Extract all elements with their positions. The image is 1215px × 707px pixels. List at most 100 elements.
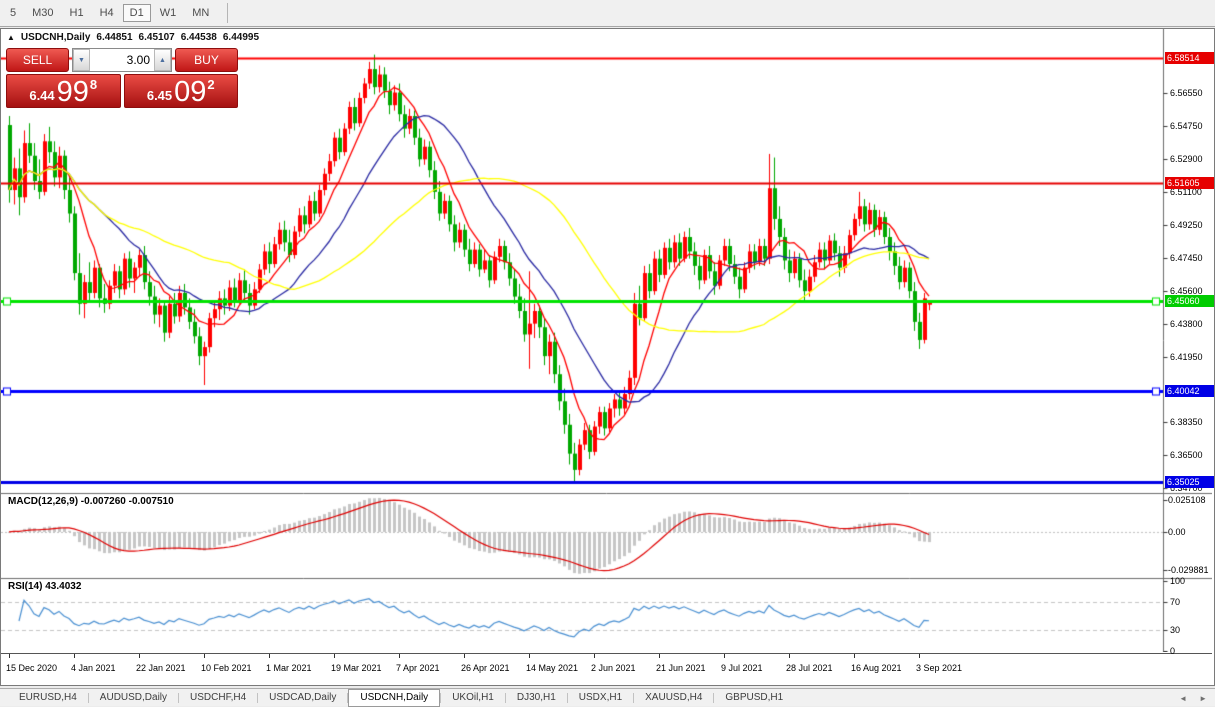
tab-separator bbox=[713, 692, 715, 703]
timeframe-button-w1[interactable]: W1 bbox=[159, 7, 177, 19]
date-label: 7 Apr 2021 bbox=[396, 663, 440, 673]
tab-scroll-right-icon[interactable]: ► bbox=[1199, 694, 1207, 703]
buy-price-sup: 2 bbox=[207, 77, 215, 92]
sell-price-sup: 8 bbox=[89, 77, 98, 92]
price-line-badge: 6.45060 bbox=[1165, 294, 1214, 307]
price-line-badge: 6.35025 bbox=[1165, 476, 1214, 489]
volume-decrease-button[interactable]: ▼ bbox=[73, 49, 90, 71]
buy-button[interactable]: BUY bbox=[175, 48, 238, 72]
date-label: 2 Jun 2021 bbox=[591, 663, 636, 673]
tab-scroll-arrows: ◄ ► bbox=[1179, 694, 1207, 703]
time-axis[interactable]: 15 Dec 2020 4 Jan 2021 22 Jan 2021 10 Feb 2… bbox=[1, 653, 1212, 684]
price-line-badge: 6.40042 bbox=[1165, 385, 1214, 398]
macd-indicator-label: MACD(12,26,9) -0.007260 -0.007510 bbox=[8, 496, 174, 507]
tab-separator bbox=[504, 692, 506, 703]
symbol-period-label: USDCNH,Daily bbox=[20, 32, 91, 43]
date-label: 16 Aug 2021 bbox=[851, 663, 902, 673]
time-tick bbox=[74, 654, 75, 658]
date-label: 10 Feb 2021 bbox=[201, 663, 252, 673]
price-line-badge: 6.51605 bbox=[1165, 176, 1214, 189]
price-tick-label: 6.52900 bbox=[1170, 154, 1203, 165]
close-value: 6.44995 bbox=[222, 32, 260, 43]
volume-control: ▼ ▲ bbox=[72, 48, 172, 72]
price-tick-label: 6.36500 bbox=[1170, 450, 1203, 461]
sell-price-big: 99 bbox=[56, 76, 89, 108]
macd-scale-label: 0.00 bbox=[1168, 526, 1186, 537]
timeframe-button-h1[interactable]: H1 bbox=[69, 7, 84, 19]
chart-tab-usdcad[interactable]: USDCAD,Daily bbox=[269, 691, 337, 703]
time-tick bbox=[529, 654, 530, 658]
volume-increase-button[interactable]: ▲ bbox=[154, 49, 171, 71]
high-value: 6.45107 bbox=[138, 32, 175, 43]
tab-separator bbox=[87, 692, 89, 703]
rsi-scale-label: 30 bbox=[1170, 625, 1181, 635]
chart-tab-usdx[interactable]: USDX,H1 bbox=[578, 691, 623, 703]
tab-separator bbox=[566, 692, 568, 703]
chart-tab-usdcnh[interactable]: USDCNH,Daily bbox=[348, 688, 441, 707]
chart-window: ▲ USDCNH,Daily 6.44851 6.45107 6.44538 6… bbox=[0, 28, 1215, 686]
time-tick bbox=[399, 654, 400, 658]
price-tick-label: 6.54750 bbox=[1170, 120, 1203, 131]
date-label: 9 Jul 2021 bbox=[721, 663, 763, 673]
low-value: 6.44538 bbox=[180, 32, 217, 43]
price-tick-label: 6.41950 bbox=[1170, 352, 1203, 363]
price-tick-label: 6.45600 bbox=[1170, 286, 1203, 297]
time-tick bbox=[139, 654, 140, 658]
date-label: 22 Jan 2021 bbox=[136, 663, 186, 673]
timeframe-button-5[interactable]: 5 bbox=[10, 7, 17, 19]
time-tick bbox=[854, 654, 855, 658]
tab-separator bbox=[440, 692, 442, 703]
date-label: 19 Mar 2021 bbox=[331, 663, 382, 673]
tab-scroll-left-icon[interactable]: ◄ bbox=[1179, 694, 1188, 703]
buy-price-display[interactable]: 6.45 09 2 bbox=[123, 74, 238, 108]
tab-separator bbox=[178, 692, 180, 703]
date-label: 28 Jul 2021 bbox=[786, 663, 833, 673]
chart-tab-eurusd[interactable]: EURUSD,H4 bbox=[19, 691, 77, 703]
date-label: 15 Dec 2020 bbox=[6, 663, 58, 673]
date-label: 21 Jun 2021 bbox=[656, 663, 706, 673]
timeframe-button-h4[interactable]: H4 bbox=[99, 7, 114, 19]
time-tick bbox=[919, 654, 920, 658]
time-tick bbox=[269, 654, 270, 658]
price-tick-label: 6.38350 bbox=[1170, 417, 1203, 428]
time-tick bbox=[334, 654, 335, 658]
rsi-scale-label: 100 bbox=[1170, 576, 1186, 586]
time-tick bbox=[464, 654, 465, 658]
chart-tab-bar: EURUSD,H4 AUDUSD,Daily USDCHF,H4 USDCAD,Dai… bbox=[0, 688, 1215, 707]
open-value: 6.44851 bbox=[96, 32, 133, 43]
time-tick bbox=[9, 654, 10, 658]
price-tick-label: 6.51100 bbox=[1170, 186, 1202, 197]
time-tick bbox=[204, 654, 205, 658]
price-tick-label: 6.47450 bbox=[1170, 252, 1203, 263]
chart-tab-ukoil[interactable]: UKOil,H1 bbox=[452, 691, 494, 703]
timeframe-button-d1[interactable]: D1 bbox=[122, 4, 151, 22]
macd-scale-label: 0.025108 bbox=[1168, 495, 1206, 505]
date-label: 26 Apr 2021 bbox=[461, 663, 510, 673]
price-tick-label: 6.49250 bbox=[1170, 220, 1203, 231]
tab-separator bbox=[347, 692, 349, 703]
sell-price-display[interactable]: 6.44 99 8 bbox=[6, 74, 121, 108]
chart-tab-usdchf[interactable]: USDCHF,H4 bbox=[190, 691, 247, 703]
date-label: 1 Mar 2021 bbox=[266, 663, 312, 673]
volume-input[interactable] bbox=[90, 49, 154, 71]
chart-tab-audusd[interactable]: AUDUSD,Daily bbox=[99, 691, 168, 703]
date-label: 3 Sep 2021 bbox=[916, 663, 963, 673]
chevron-up-icon: ▲ bbox=[159, 56, 166, 64]
sell-button[interactable]: SELL bbox=[6, 48, 69, 72]
chart-canvas[interactable] bbox=[1, 29, 1212, 652]
chart-tab-dj30[interactable]: DJ30,H1 bbox=[516, 691, 556, 703]
timeframe-toolbar: 5 M30 H1 H4 D1 W1 MN bbox=[0, 0, 1215, 27]
tab-separator bbox=[633, 692, 635, 703]
timeframe-button-mn[interactable]: MN bbox=[192, 7, 210, 19]
chart-title-bar: ▲ USDCNH,Daily 6.44851 6.45107 6.44538 6… bbox=[7, 32, 259, 43]
price-tick-label: 6.43800 bbox=[1170, 318, 1203, 329]
time-tick bbox=[789, 654, 790, 658]
timeframe-button-m30[interactable]: M30 bbox=[32, 7, 54, 19]
buy-price-big: 09 bbox=[174, 76, 207, 108]
collapse-arrow-icon[interactable]: ▲ bbox=[7, 33, 15, 42]
chevron-down-icon: ▼ bbox=[78, 56, 85, 64]
time-tick bbox=[724, 654, 725, 658]
chart-tab-gbpusd[interactable]: GBPUSD,H1 bbox=[725, 691, 784, 703]
buy-price-small: 6.45 bbox=[146, 88, 173, 103]
chart-tab-xauusd[interactable]: XAUUSD,H4 bbox=[645, 691, 703, 703]
